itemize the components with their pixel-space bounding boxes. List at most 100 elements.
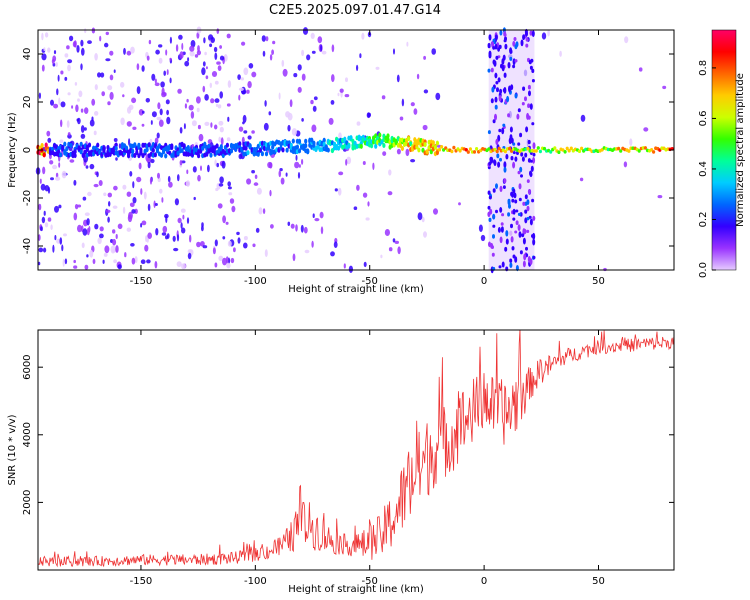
spectrogram-noise-cell <box>132 126 137 130</box>
spectrogram-noise-cell <box>227 186 232 190</box>
spectrogram-noise-cell <box>243 236 248 241</box>
spectrogram-noise-cell <box>159 108 163 116</box>
spectrogram-noise-cell <box>46 130 51 137</box>
spectrogram-noise-cell <box>161 197 164 203</box>
spectrogram-signal-cell <box>536 146 540 150</box>
spectrogram-noise-cell <box>173 247 179 252</box>
spectrogram-noise-cell <box>200 165 202 171</box>
spectrogram-noise-cell <box>237 237 241 244</box>
spectrogram-noise-cell <box>128 104 134 111</box>
spectrogram-noise-cell <box>41 216 46 224</box>
spectrogram-signal-cell <box>291 138 295 144</box>
spectrogram-signal-cell <box>567 148 571 153</box>
spectrogram-noise-cell <box>499 236 503 244</box>
spectrogram-noise-cell <box>503 33 507 37</box>
spectrogram-signal-cell <box>209 152 213 158</box>
spectrogram-signal-cell <box>553 146 557 150</box>
spectrogram-noise-cell <box>252 243 256 248</box>
spectrogram-noise-cell <box>487 130 491 135</box>
spectrogram-noise-cell <box>165 99 170 105</box>
spectrogram-noise-cell <box>176 234 180 242</box>
spectrogram-noise-cell <box>53 50 57 55</box>
spectrogram-noise-cell <box>47 217 52 222</box>
spectrogram-noise-cell <box>269 189 272 197</box>
spectrogram-noise-cell <box>78 90 83 98</box>
spectrogram-noise-cell <box>532 215 536 221</box>
spectrogram-noise-cell <box>191 144 195 148</box>
spectrogram-noise-cell <box>71 105 74 109</box>
spectrogram-signal-cell <box>297 138 302 144</box>
spectrogram-signal-cell <box>207 143 211 149</box>
spectrogram-noise-cell <box>529 30 533 36</box>
spectrogram-noise-cell <box>496 87 499 93</box>
spectrogram-noise-cell <box>532 238 536 246</box>
spectrogram-noise-cell <box>67 64 71 72</box>
spectrogram-noise-cell <box>500 222 504 226</box>
spectrogram-noise-cell <box>41 53 47 61</box>
spectrogram-noise-cell <box>345 159 348 166</box>
spectrogram-noise-cell <box>491 252 495 257</box>
spectrogram-noise-cell <box>120 81 125 88</box>
spectrogram-noise-cell <box>129 171 133 177</box>
spectrogram-signal-cell <box>565 146 569 151</box>
spectrogram-noise-cell <box>362 192 368 198</box>
spectrogram-noise-cell <box>339 88 344 93</box>
spectrogram-signal-cell <box>400 146 404 151</box>
spectrogram-noise-cell <box>506 95 510 103</box>
spectrogram-noise-cell <box>82 228 88 236</box>
spectrogram-signal-cell <box>557 150 561 154</box>
spectrogram-noise-cell <box>330 100 335 105</box>
spectrogram-noise-cell <box>392 238 396 243</box>
spectrogram-noise-cell <box>254 174 258 179</box>
spectrogram-noise-cell <box>198 133 204 142</box>
spectrogram-noise-cell <box>488 34 492 41</box>
spectrogram-signal-cell <box>312 140 316 146</box>
spectrogram-noise-cell <box>512 208 516 215</box>
spectrogram-noise-cell <box>491 245 494 250</box>
spectrogram-noise-cell <box>113 259 117 264</box>
snr-x-tick-label: -150 <box>130 576 153 587</box>
spectrogram-signal-cell <box>619 149 623 153</box>
spectrogram-noise-cell <box>189 45 195 52</box>
spectrogram-noise-cell <box>541 32 547 40</box>
spectrogram-noise-cell <box>226 103 231 107</box>
spectrogram-signal-cell <box>452 145 456 150</box>
spectrogram-y-tick-label: 20 <box>22 96 33 109</box>
spectrogram-noise-cell <box>406 41 409 47</box>
snr-frame <box>37 329 675 571</box>
spectrogram-noise-cell <box>435 92 441 101</box>
spectrogram-noise-cell <box>517 170 521 175</box>
spectrogram-noise-cell <box>122 184 127 190</box>
spectrogram-noise-cell <box>262 50 266 57</box>
spectrogram-noise-cell <box>311 240 314 248</box>
spectrogram-noise-cell <box>301 118 304 122</box>
snr-y-axis-label: SNR (10 * v/v) <box>7 414 18 485</box>
spectrogram-noise-cell <box>521 102 525 106</box>
spectrogram-noise-cell <box>146 156 152 164</box>
spectrogram-noise-cell <box>102 259 105 264</box>
spectrogram-noise-cell <box>109 74 114 81</box>
colorbar-tick-label: 0.2 <box>698 212 709 228</box>
spectrogram-noise-cell <box>547 29 550 37</box>
spectrogram-noise-cell <box>279 168 283 172</box>
spectrogram-noise-cell <box>334 188 338 192</box>
spectrogram-noise-cell <box>513 192 517 199</box>
spectrogram-noise-cell <box>166 69 169 76</box>
spectrogram-signal-cell <box>69 143 73 148</box>
spectrogram-noise-cell <box>217 203 223 209</box>
spectrogram-noise-cell <box>629 138 633 146</box>
spectrogram-noise-cell <box>480 234 486 242</box>
spectrogram-noise-cell <box>169 77 172 84</box>
spectrogram-noise-cell <box>207 164 210 173</box>
spectrogram-signal-cell <box>386 133 390 139</box>
figure-title: C2E5.2025.097.01.47.G14 <box>269 3 441 18</box>
spectrogram-signal-cell <box>304 143 308 149</box>
spectrogram-noise-cell <box>310 32 315 40</box>
spectrogram-noise-cell <box>230 257 235 264</box>
spectrogram-noise-cell <box>624 36 629 44</box>
spectrogram-noise-cell <box>517 212 521 216</box>
spectrogram-noise-cell <box>157 172 160 179</box>
spectrogram-noise-cell <box>559 50 562 57</box>
spectrogram-x-tick-label: -50 <box>362 276 378 287</box>
spectrogram-noise-cell <box>510 223 513 229</box>
